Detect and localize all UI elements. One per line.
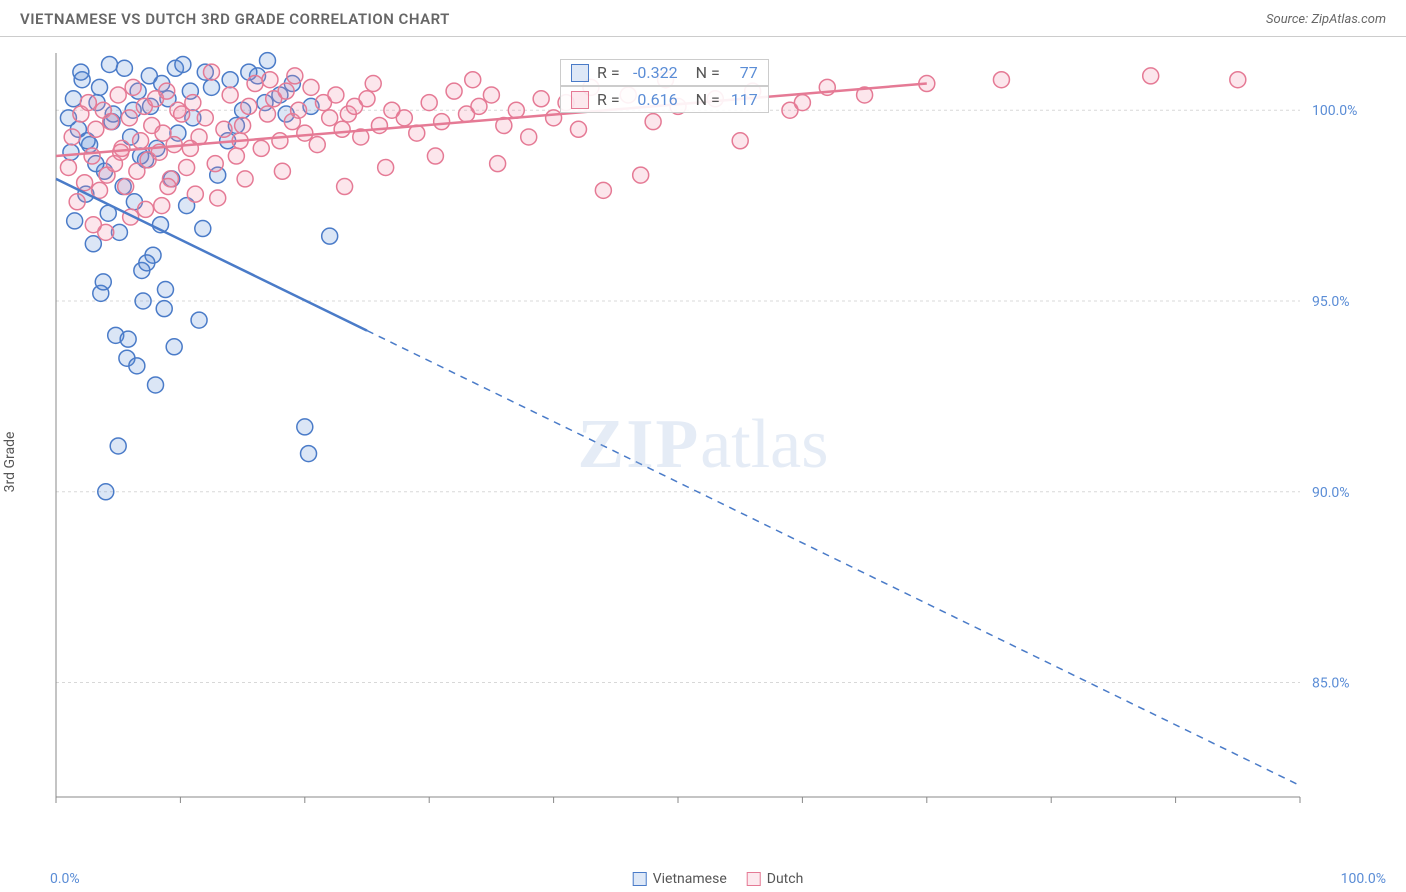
stats-r-val: -0.322 [628,63,678,82]
chart-header: VIETNAMESE VS DUTCH 3RD GRADE CORRELATIO… [0,0,1406,37]
chart-source: Source: ZipAtlas.com [1266,12,1386,27]
stats-box: R = -0.322 N = 77 R = 0.616 N = 117 [560,59,769,113]
stats-r-val: 0.616 [628,90,678,109]
chart-title: VIETNAMESE VS DUTCH 3RD GRADE CORRELATIO… [20,10,450,28]
svg-text:85.0%: 85.0% [1312,676,1350,692]
x-min-label: 0.0% [50,871,80,887]
legend-item: Vietnamese [633,871,727,887]
x-max-label: 100.0% [1341,871,1386,887]
legend-item: Dutch [747,871,804,887]
legend-swatch [633,872,647,886]
stats-n-val: 117 [728,90,758,109]
svg-text:90.0%: 90.0% [1312,485,1350,501]
scatter-plot: 85.0% 90.0% 95.0% 100.0% [50,47,1370,827]
stats-n-label: N = [696,90,720,109]
stats-n-label: N = [696,63,720,82]
svg-text:100.0%: 100.0% [1312,103,1357,119]
stats-r-label: R = [597,90,620,109]
stats-swatch [571,91,589,109]
legend-bottom: Vietnamese Dutch [633,871,804,887]
y-axis-label: 3rd Grade [2,432,18,493]
stats-swatch [571,64,589,82]
svg-text:95.0%: 95.0% [1312,294,1350,310]
stats-n-val: 77 [728,63,758,82]
stats-row: R = -0.322 N = 77 [560,59,769,86]
legend-label: Vietnamese [653,871,727,887]
legend-label: Dutch [767,871,804,887]
legend-swatch [747,872,761,886]
stats-r-label: R = [597,63,620,82]
stats-row: R = 0.616 N = 117 [560,86,769,113]
x-axis-footer: 0.0% Vietnamese Dutch 100.0% [50,871,1386,887]
chart-container: 3rd Grade 85.0%90.0%95.0%100.0% ZIPatlas… [0,37,1406,887]
